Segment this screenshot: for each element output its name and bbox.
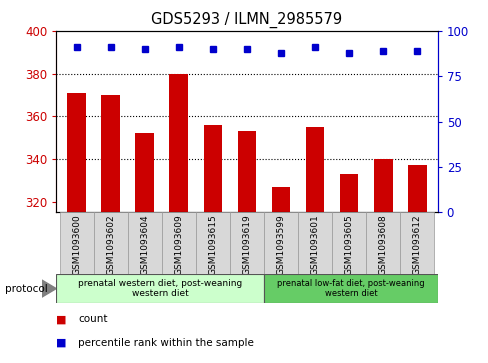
- Bar: [331, 212, 366, 274]
- Bar: [60, 212, 94, 274]
- FancyBboxPatch shape: [56, 274, 264, 303]
- Text: prenatal low-fat diet, post-weaning
western diet: prenatal low-fat diet, post-weaning west…: [277, 279, 424, 298]
- Text: ■: ■: [56, 314, 66, 325]
- Text: GSM1093612: GSM1093612: [412, 214, 421, 275]
- Text: protocol: protocol: [5, 284, 47, 294]
- Title: GDS5293 / ILMN_2985579: GDS5293 / ILMN_2985579: [151, 12, 342, 28]
- Text: GSM1093619: GSM1093619: [242, 214, 251, 275]
- Bar: [399, 212, 433, 274]
- Text: prenatal western diet, post-weaning
western diet: prenatal western diet, post-weaning west…: [78, 279, 242, 298]
- Text: GSM1093609: GSM1093609: [174, 214, 183, 275]
- Bar: [203, 125, 222, 212]
- Text: GSM1093599: GSM1093599: [276, 214, 285, 275]
- Bar: [407, 166, 426, 212]
- Bar: [127, 212, 162, 274]
- Bar: [297, 212, 331, 274]
- Bar: [373, 159, 392, 212]
- Bar: [162, 212, 196, 274]
- Polygon shape: [41, 280, 56, 297]
- FancyBboxPatch shape: [264, 274, 437, 303]
- Text: GSM1093604: GSM1093604: [140, 214, 149, 275]
- Bar: [101, 95, 120, 212]
- Text: percentile rank within the sample: percentile rank within the sample: [78, 338, 254, 348]
- Bar: [169, 74, 188, 212]
- Bar: [264, 212, 297, 274]
- Bar: [229, 212, 264, 274]
- Bar: [67, 93, 86, 212]
- Bar: [135, 133, 154, 212]
- Text: ■: ■: [56, 338, 66, 348]
- Text: GSM1093615: GSM1093615: [208, 214, 217, 275]
- Bar: [271, 187, 290, 212]
- Bar: [305, 127, 324, 212]
- Bar: [339, 174, 358, 212]
- Bar: [196, 212, 229, 274]
- Bar: [94, 212, 127, 274]
- Text: count: count: [78, 314, 107, 325]
- Text: GSM1093602: GSM1093602: [106, 214, 115, 275]
- Bar: [237, 131, 256, 212]
- Text: GSM1093605: GSM1093605: [344, 214, 353, 275]
- Text: GSM1093601: GSM1093601: [310, 214, 319, 275]
- Text: GSM1093608: GSM1093608: [378, 214, 387, 275]
- Text: GSM1093600: GSM1093600: [72, 214, 81, 275]
- Bar: [366, 212, 399, 274]
